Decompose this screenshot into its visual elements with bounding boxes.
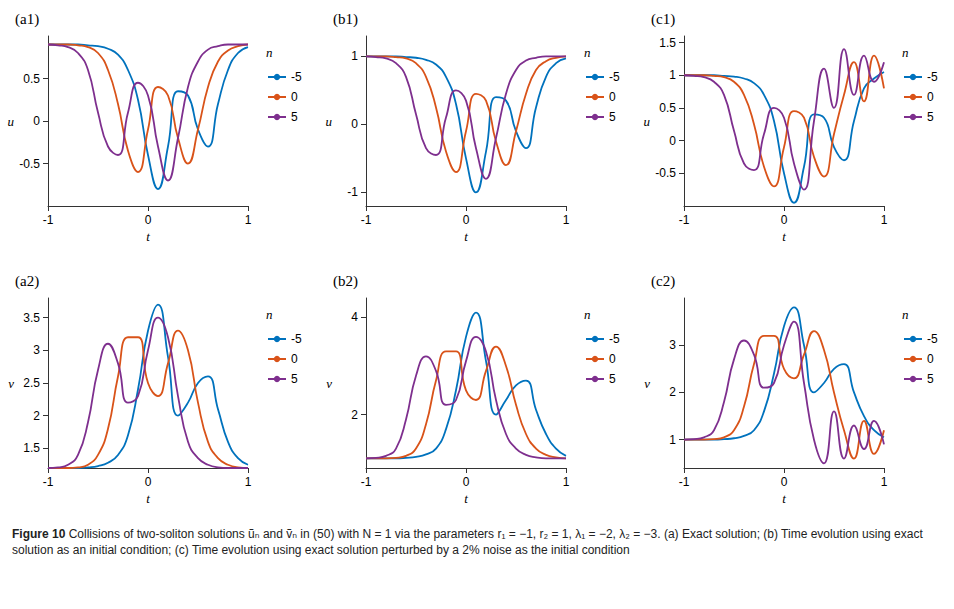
svg-text:0: 0	[927, 352, 934, 366]
svg-text:0: 0	[145, 475, 152, 489]
svg-text:-5: -5	[927, 332, 938, 346]
svg-text:2: 2	[669, 385, 676, 399]
svg-text:1: 1	[669, 68, 676, 82]
svg-text:1.5: 1.5	[659, 36, 676, 50]
svg-text:v: v	[644, 376, 650, 391]
svg-text:0: 0	[463, 475, 470, 489]
svg-text:5: 5	[291, 372, 298, 386]
svg-text:0: 0	[609, 90, 616, 104]
svg-text:1: 1	[563, 475, 570, 489]
svg-text:n: n	[902, 45, 909, 60]
svg-text:5: 5	[609, 110, 616, 124]
svg-text:1: 1	[881, 475, 888, 489]
svg-text:2: 2	[33, 409, 40, 423]
html-text:Figure 10 Collisions of two-so: Figure 10 Collisions of two-soliton solu…	[12, 527, 923, 557]
svg-text:1: 1	[881, 213, 888, 227]
svg-text:1: 1	[245, 213, 252, 227]
svg-text:0: 0	[291, 90, 298, 104]
svg-text:0: 0	[463, 213, 470, 227]
svg-text:1: 1	[563, 213, 570, 227]
svg-text:2: 2	[351, 408, 358, 422]
svg-text:1: 1	[669, 433, 676, 447]
svg-text:-1: -1	[361, 475, 372, 489]
svg-text:(b1): (b1)	[333, 11, 358, 28]
svg-text:n: n	[266, 307, 273, 322]
svg-text:t: t	[464, 229, 468, 244]
svg-text:-1: -1	[43, 213, 54, 227]
svg-text:(a2): (a2)	[15, 273, 39, 290]
svg-text:1: 1	[245, 475, 252, 489]
svg-text:(c2): (c2)	[651, 273, 675, 290]
svg-text:-5: -5	[291, 70, 302, 84]
svg-text:0: 0	[351, 117, 358, 131]
svg-text:5: 5	[291, 110, 298, 124]
svg-text:n: n	[266, 45, 273, 60]
svg-text:-5: -5	[927, 70, 938, 84]
svg-text:1.5: 1.5	[23, 441, 40, 455]
svg-text:t: t	[464, 491, 468, 506]
svg-text:0: 0	[291, 352, 298, 366]
svg-text:0.5: 0.5	[659, 101, 676, 115]
svg-text:-1: -1	[361, 213, 372, 227]
svg-text:t: t	[782, 491, 786, 506]
svg-text:0: 0	[609, 352, 616, 366]
svg-text:-1: -1	[43, 475, 54, 489]
svg-text:0: 0	[33, 114, 40, 128]
svg-text:u: u	[8, 114, 15, 129]
svg-text:-1: -1	[347, 185, 358, 199]
svg-text:n: n	[902, 307, 909, 322]
svg-text:0: 0	[781, 475, 788, 489]
svg-text:3: 3	[669, 338, 676, 352]
svg-text:5: 5	[927, 110, 934, 124]
svg-text:-5: -5	[609, 332, 620, 346]
svg-text:0: 0	[927, 90, 934, 104]
svg-text:(b2): (b2)	[333, 273, 358, 290]
svg-text:t: t	[146, 491, 150, 506]
svg-text:n: n	[584, 307, 591, 322]
svg-text:u: u	[326, 114, 333, 129]
svg-text:1: 1	[351, 49, 358, 63]
svg-text:3: 3	[33, 343, 40, 357]
svg-text:v: v	[326, 376, 332, 391]
svg-text:-1: -1	[679, 213, 690, 227]
svg-text:2.5: 2.5	[23, 376, 40, 390]
svg-text:3.5: 3.5	[23, 311, 40, 325]
svg-text:(c1): (c1)	[651, 11, 675, 28]
svg-text:5: 5	[927, 372, 934, 386]
svg-text:u: u	[644, 114, 651, 129]
svg-text:-0.5: -0.5	[19, 157, 40, 171]
svg-text:5: 5	[609, 372, 616, 386]
svg-text:n: n	[584, 45, 591, 60]
svg-text:4: 4	[351, 310, 358, 324]
svg-text:t: t	[146, 229, 150, 244]
svg-text:t: t	[782, 229, 786, 244]
svg-text:(a1): (a1)	[15, 11, 39, 28]
svg-text:0: 0	[669, 134, 676, 148]
svg-text:0: 0	[781, 213, 788, 227]
svg-text:-0.5: -0.5	[655, 166, 676, 180]
svg-text:0: 0	[145, 213, 152, 227]
svg-text:-5: -5	[291, 332, 302, 346]
svg-text:-5: -5	[609, 70, 620, 84]
svg-text:v: v	[8, 376, 14, 391]
svg-text:-1: -1	[679, 475, 690, 489]
svg-text:0.5: 0.5	[23, 72, 40, 86]
